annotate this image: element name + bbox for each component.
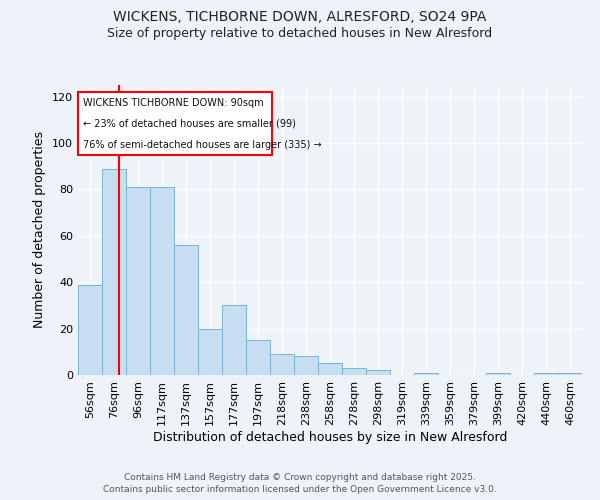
Bar xyxy=(342,368,366,375)
Bar xyxy=(414,372,438,375)
Text: WICKENS, TICHBORNE DOWN, ALRESFORD, SO24 9PA: WICKENS, TICHBORNE DOWN, ALRESFORD, SO24… xyxy=(113,10,487,24)
Bar xyxy=(150,187,174,375)
Bar xyxy=(294,356,318,375)
Bar xyxy=(78,284,102,375)
Bar xyxy=(222,306,246,375)
X-axis label: Distribution of detached houses by size in New Alresford: Distribution of detached houses by size … xyxy=(153,430,507,444)
Bar xyxy=(534,372,558,375)
Text: 76% of semi-detached houses are larger (335) →: 76% of semi-detached houses are larger (… xyxy=(83,140,322,150)
Bar xyxy=(126,187,150,375)
Bar xyxy=(198,328,222,375)
Text: ← 23% of detached houses are smaller (99): ← 23% of detached houses are smaller (99… xyxy=(83,118,296,128)
Bar xyxy=(246,340,270,375)
Bar xyxy=(558,372,582,375)
Bar xyxy=(102,168,126,375)
Bar xyxy=(486,372,510,375)
Text: Contains public sector information licensed under the Open Government Licence v3: Contains public sector information licen… xyxy=(103,485,497,494)
Bar xyxy=(174,245,198,375)
Y-axis label: Number of detached properties: Number of detached properties xyxy=(34,132,46,328)
Text: Contains HM Land Registry data © Crown copyright and database right 2025.: Contains HM Land Registry data © Crown c… xyxy=(124,472,476,482)
Bar xyxy=(318,364,342,375)
FancyBboxPatch shape xyxy=(78,92,272,154)
Text: WICKENS TICHBORNE DOWN: 90sqm: WICKENS TICHBORNE DOWN: 90sqm xyxy=(83,98,263,108)
Text: Size of property relative to detached houses in New Alresford: Size of property relative to detached ho… xyxy=(107,28,493,40)
Bar xyxy=(270,354,294,375)
Bar xyxy=(366,370,390,375)
